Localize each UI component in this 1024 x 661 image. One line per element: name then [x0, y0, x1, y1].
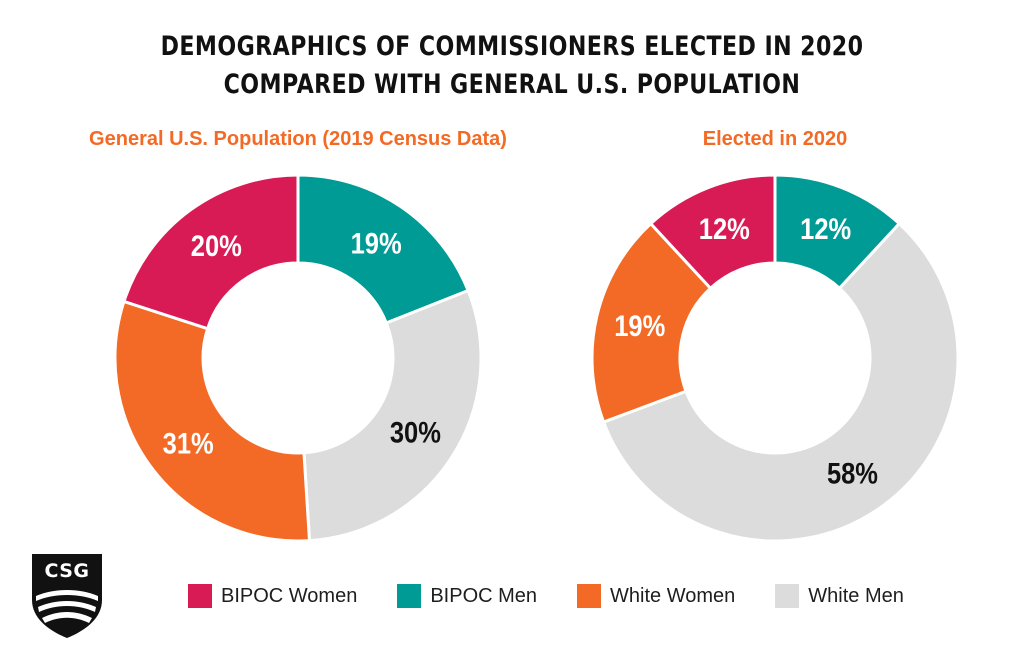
- donut-slice-bipoc-women: [648, 173, 777, 291]
- csg-shield-icon: [32, 554, 102, 638]
- csg-logo-text: CSG: [44, 560, 90, 582]
- data-label-bipoc-men: 12%: [800, 212, 851, 245]
- donut-slice-bipoc-women: [122, 173, 300, 331]
- legend-label-white-women: White Women: [610, 584, 736, 607]
- legend-swatch-white-women: [577, 584, 602, 608]
- data-label-white-women: 31%: [163, 426, 214, 459]
- donut-slice-white-men: [601, 221, 960, 543]
- legend: BIPOC Women BIPOC Men White Women White …: [188, 583, 944, 609]
- donut-slice-white-men: [302, 288, 483, 543]
- data-label-white-women: 19%: [614, 309, 665, 342]
- donut-title-elected-2020: Elected in 2020: [702, 128, 848, 150]
- data-label-white-men: 30%: [390, 416, 441, 449]
- chart-title-line-2: COMPARED WITH GENERAL U.S. POPULATION: [223, 69, 801, 100]
- legend-item-white-men: White Men: [775, 584, 904, 608]
- legend-label-bipoc-women: BIPOC Women: [221, 584, 358, 607]
- legend-swatch-bipoc-men: [397, 584, 422, 608]
- data-label-bipoc-women: 12%: [699, 212, 750, 245]
- legend-item-white-women: White Women: [577, 584, 735, 608]
- legend-swatch-bipoc-women: [188, 584, 212, 608]
- legend-item-bipoc-men: BIPOC Men: [397, 584, 537, 608]
- chart-title: DEMOGRAPHICS OF COMMISSIONERS ELECTED IN…: [92, 28, 932, 104]
- data-label-white-men: 58%: [827, 457, 878, 490]
- donut-slice-bipoc-men: [296, 173, 471, 325]
- legend-swatch-white-men: [775, 584, 800, 608]
- donut-slice-white-women: [113, 299, 312, 543]
- donut-chart-general-population: 19% 30% 31% 20%: [113, 173, 483, 543]
- data-label-bipoc-women: 20%: [191, 229, 242, 262]
- csg-logo: CSG: [30, 552, 104, 638]
- donut-chart-elected-2020: 12% 58% 19% 12%: [590, 173, 960, 543]
- legend-label-white-men: White Men: [808, 584, 904, 607]
- legend-label-bipoc-men: BIPOC Men: [430, 584, 538, 607]
- data-label-bipoc-men: 19%: [351, 226, 402, 259]
- chart-title-line-1: DEMOGRAPHICS OF COMMISSIONERS ELECTED IN…: [160, 31, 864, 62]
- legend-item-bipoc-women: BIPOC Women: [188, 584, 357, 608]
- donut-slice-white-women: [590, 221, 713, 425]
- donut-title-general-population: General U.S. Population (2019 Census Dat…: [89, 128, 507, 150]
